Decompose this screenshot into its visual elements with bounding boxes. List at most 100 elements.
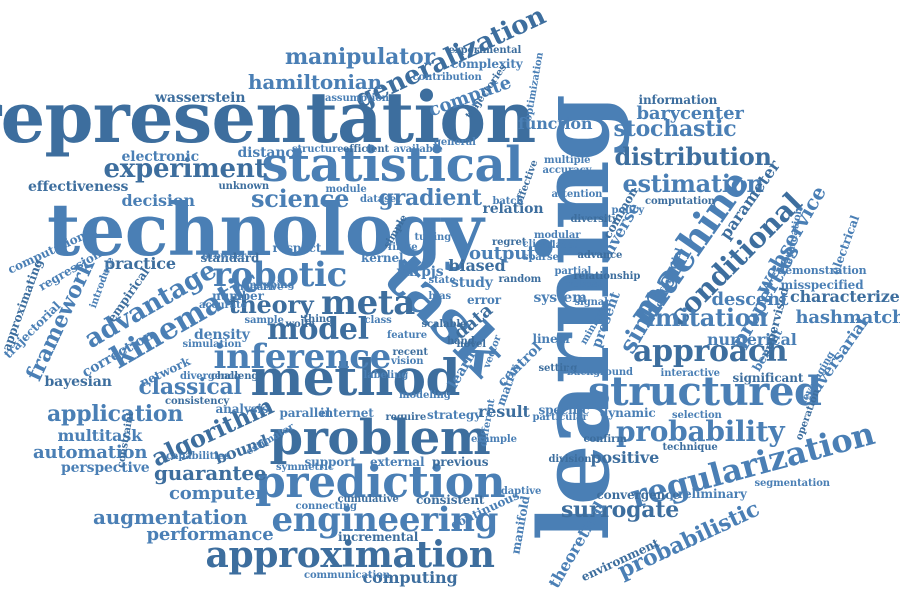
word-relationship: relationship <box>573 271 641 282</box>
word-positive: positive <box>590 448 660 467</box>
word-perspective: perspective <box>61 460 150 476</box>
word-modeling: modeling <box>399 390 451 401</box>
word-general: general <box>434 137 476 148</box>
word-adaptive: adaptive <box>494 486 542 497</box>
word-available: available <box>393 144 443 155</box>
word-preliminary: preliminary <box>669 487 747 501</box>
word-number: number <box>212 289 264 303</box>
word-support: support <box>304 455 356 469</box>
word-statistical: statistical <box>261 137 524 193</box>
word-segmentation: segmentation <box>754 478 831 489</box>
word-background: background <box>567 367 633 378</box>
word-analysis: analysis <box>215 402 269 416</box>
word-output: output <box>469 243 536 264</box>
word-recent: recent <box>392 347 428 358</box>
word-dynamic: dynamic <box>600 406 656 420</box>
word-prediction: prediction <box>255 457 506 508</box>
word-science: science <box>251 184 350 213</box>
word-module: module <box>325 184 367 195</box>
word-internet: internet <box>320 406 374 420</box>
word-batch: batch <box>492 196 524 207</box>
word-experiment: experiment <box>103 154 267 184</box>
word-standard: standard <box>200 251 260 265</box>
word-multitask: multitask <box>57 426 143 445</box>
word-finite: finite <box>388 242 418 253</box>
word-matrix: matrix <box>493 362 522 408</box>
word-divergence: divergence <box>180 371 241 382</box>
word-robotic: robotic <box>213 255 347 295</box>
word-technique: technique <box>662 442 718 453</box>
word-theory: theory <box>228 290 314 319</box>
word-bayesian: bayesian <box>44 374 112 390</box>
word-hand: hand <box>447 336 475 347</box>
word-structure: structure <box>292 144 344 155</box>
word-labeling: labeling <box>363 370 409 381</box>
word-meta: meta <box>321 283 415 323</box>
word-example: example <box>471 434 517 445</box>
word-consistency: consistency <box>165 396 230 407</box>
word-bias: bias <box>428 291 452 302</box>
word-manipulator: manipulator <box>285 44 435 70</box>
word-client: client <box>522 239 554 250</box>
word-barycenter: barycenter <box>636 103 744 124</box>
word-significant: significant <box>732 371 804 385</box>
word-inference: inference <box>213 337 392 377</box>
word-complexity: complexity <box>451 57 523 71</box>
word-computation: computation <box>645 196 715 207</box>
word-structured: structured <box>588 368 822 415</box>
word-yarpjs: yarpjs <box>397 264 444 280</box>
word-signal: signal <box>574 297 608 308</box>
word-external: external <box>370 455 425 469</box>
word-automation: automation <box>33 442 148 463</box>
word-hashmatch: hashmatch <box>795 307 900 328</box>
word-wolfe: wolfe <box>285 319 315 330</box>
word-density: density <box>194 327 250 343</box>
word-browser: browser <box>202 251 247 262</box>
word-performance: performance <box>146 524 274 545</box>
word-confirm: confirm <box>583 434 627 445</box>
word-simulation: simulation <box>182 339 242 350</box>
word-novel: novel <box>456 339 487 350</box>
word-accurate: accurate <box>199 300 247 311</box>
word-technology: technology <box>47 187 484 272</box>
word-scalable: scalable <box>421 319 467 330</box>
word-state: state <box>428 275 456 286</box>
word-accuracy: accuracy <box>542 165 592 176</box>
word-sample: sample <box>244 315 284 326</box>
word-communication: communication <box>304 570 390 581</box>
word-representation: representation <box>0 76 536 159</box>
word-information: information <box>638 93 718 107</box>
word-engineering: engineering <box>271 500 499 540</box>
word-model: model <box>267 312 369 347</box>
word-assumption: assumption <box>325 93 389 104</box>
word-policy: policy <box>611 205 645 216</box>
word-function: function <box>518 114 593 133</box>
word-misspecified: misspecified <box>780 278 864 292</box>
word-decision: decision <box>121 191 195 210</box>
word-previous: previous <box>432 455 489 469</box>
word-multiple: multiple <box>544 155 591 166</box>
word-convergence: convergence <box>596 488 680 502</box>
word-require: require <box>385 412 427 423</box>
word-result: result <box>478 402 530 421</box>
word-relation: relation <box>482 201 544 217</box>
word-linear: linear <box>532 332 572 346</box>
word-parallel: parallel <box>279 406 331 420</box>
word-method: method <box>250 348 461 407</box>
word-setting: setting <box>538 363 578 374</box>
word-cumulative: cumulative <box>337 494 399 505</box>
word-probability: probability <box>616 415 785 448</box>
word-strategy: strategy <box>427 408 481 422</box>
word-selection: selection <box>672 410 722 421</box>
word-distance: distance <box>237 145 303 161</box>
word-stochastic: stochastic <box>613 116 737 142</box>
word-demonstration: demonstration <box>777 263 867 277</box>
word-class: class <box>364 315 392 326</box>
word-diversity: diversity <box>570 214 618 225</box>
word-error: error <box>467 293 502 307</box>
word-specific: specific <box>538 403 590 417</box>
word-problem: problem <box>269 410 491 466</box>
word-approach: approach <box>633 334 788 369</box>
word-gradient: gradient <box>378 185 483 211</box>
word-numerical: numerical <box>707 330 797 349</box>
